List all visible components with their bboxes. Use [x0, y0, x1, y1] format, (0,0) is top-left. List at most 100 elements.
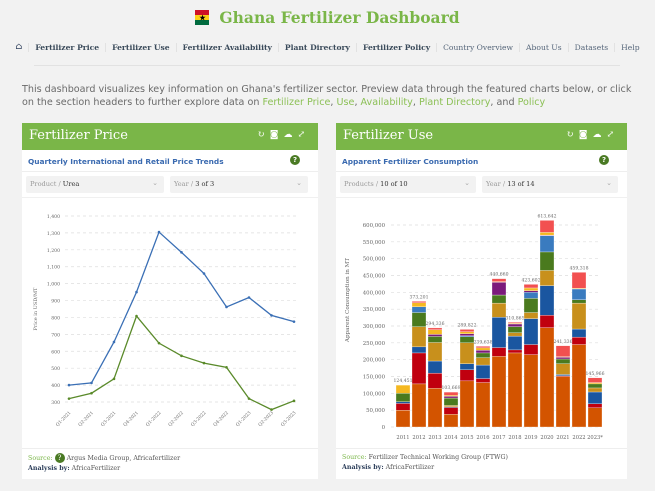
- label: Products /: [344, 180, 381, 188]
- bar-segment: [523, 354, 539, 428]
- nav-help[interactable]: Help: [614, 42, 645, 52]
- link-use[interactable]: Use: [336, 96, 355, 108]
- title-text: Ghana Fertilizer Dashboard: [219, 8, 460, 27]
- products-select[interactable]: Products / 10 of 10 ⌄: [340, 176, 476, 193]
- data-point: [90, 391, 93, 395]
- nav-plant-directory[interactable]: Plant Directory: [277, 42, 356, 52]
- bar-segment: [491, 347, 507, 357]
- nav-datasets[interactable]: Datasets: [567, 42, 615, 52]
- data-point: [157, 230, 161, 234]
- bar-segment: [539, 315, 555, 328]
- nav-fertilizer-availability[interactable]: Fertilizer Availability: [175, 42, 278, 52]
- bar-segment: [443, 407, 459, 415]
- bar-segment: [443, 391, 459, 396]
- y-tick-label: 1,100: [47, 265, 60, 271]
- help-icon[interactable]: ?: [599, 155, 609, 165]
- bar-segment: [523, 298, 539, 313]
- bar-segment: [411, 346, 427, 354]
- panel-title[interactable]: Fertilizer Price: [29, 128, 128, 143]
- year-select[interactable]: Year / 13 of 14 ⌄: [482, 176, 618, 193]
- data-point: [180, 354, 183, 358]
- bar-segment: [571, 336, 587, 345]
- bar-segment: [587, 377, 603, 383]
- bar-total-label: 124,451: [394, 378, 413, 384]
- bar-segment: [587, 403, 603, 408]
- year-select[interactable]: Year / 3 of 3 ⌄: [170, 176, 308, 193]
- x-tick-label: 2017: [492, 435, 505, 441]
- analysis-label: Analysis by:: [342, 464, 384, 471]
- bar-segment: [395, 401, 411, 404]
- label: Year /: [486, 180, 508, 188]
- y-tick-label: 300: [51, 400, 60, 406]
- bar-segment: [427, 336, 443, 343]
- bar-segment: [475, 357, 491, 366]
- bar-segment: [555, 358, 571, 364]
- y-tick-label: 450,000: [363, 274, 386, 280]
- bar-segment: [475, 378, 491, 383]
- nav-fertilizer-use[interactable]: Fertilizer Use: [105, 42, 176, 52]
- y-tick-label: 400: [51, 383, 60, 389]
- value: 3 of 3: [195, 180, 215, 188]
- panel-title[interactable]: Fertilizer Use: [343, 128, 434, 143]
- refresh-icon[interactable]: ↻: [257, 130, 270, 140]
- link-plant-directory[interactable]: Plant Directory: [418, 96, 491, 108]
- data-point: [90, 381, 93, 385]
- help-icon[interactable]: ?: [54, 453, 65, 463]
- nav-about-us[interactable]: About Us: [519, 42, 568, 52]
- product-select[interactable]: Product / Urea ⌄: [26, 176, 164, 193]
- y-tick-label: 800: [51, 315, 60, 321]
- chart-subtitle: Quarterly International and Retail Price…: [22, 150, 318, 172]
- bar-total-label: 145,966: [586, 371, 605, 377]
- bar-segment: [459, 333, 475, 336]
- bar-segment: [411, 312, 427, 327]
- refresh-icon[interactable]: ↻: [566, 130, 579, 140]
- bar-segment: [491, 302, 507, 318]
- help-icon[interactable]: ?: [290, 155, 300, 165]
- expand-icon[interactable]: ⤢: [297, 130, 310, 140]
- x-tick-label: 2013: [428, 435, 441, 441]
- bar-segment: [491, 282, 507, 296]
- home-icon[interactable]: ⌂: [15, 42, 23, 52]
- link-fertilizer-price[interactable]: Fertilizer Price: [262, 96, 331, 108]
- x-tick-label: 2020: [540, 435, 553, 441]
- bar-segment: [539, 285, 555, 316]
- bar-segment: [491, 356, 507, 428]
- download-cloud-icon[interactable]: ☁: [283, 130, 298, 140]
- bar-segment: [571, 328, 587, 338]
- bar-total-label: 423,602: [522, 277, 541, 283]
- x-tick-label: 2018: [508, 435, 521, 441]
- nav-fertilizer-price[interactable]: Fertilizer Price: [28, 42, 105, 52]
- y-tick-label: 50,000: [366, 408, 385, 414]
- bar-segment: [491, 294, 507, 304]
- bar-segment: [459, 380, 475, 428]
- nav-fertilizer-policy[interactable]: Fertilizer Policy: [355, 42, 436, 52]
- panel-footer: Source: ? Argus Media Group, Africaferti…: [22, 448, 318, 478]
- data-point: [270, 314, 273, 317]
- bar-segment: [491, 278, 507, 282]
- download-cloud-icon[interactable]: ☁: [592, 130, 607, 140]
- y-tick-label: 300,000: [363, 324, 386, 330]
- expand-icon[interactable]: ⤢: [606, 130, 619, 140]
- link-availability[interactable]: Availability: [360, 96, 413, 108]
- link-policy[interactable]: Policy: [517, 96, 546, 108]
- page-title: ★ Ghana Fertilizer Dashboard: [0, 8, 655, 27]
- chevron-down-icon: ⌄: [152, 179, 158, 187]
- bar-segment: [427, 329, 443, 335]
- nav-country-overview[interactable]: Country Overview: [436, 42, 519, 52]
- bar-segment: [475, 364, 491, 379]
- divider: [34, 65, 620, 66]
- data-point: [247, 296, 251, 299]
- x-tick-label: 2022: [572, 435, 585, 441]
- fertilizer-price-panel: Fertilizer Price ↻◙☁⤢ Quarterly Internat…: [22, 123, 318, 479]
- bar-segment: [427, 388, 443, 428]
- bar-segment: [395, 403, 411, 411]
- camera-icon[interactable]: ◙: [269, 130, 284, 140]
- bar-segment: [507, 335, 523, 351]
- analysis: AfricaFertilizer: [71, 465, 121, 472]
- data-point: [202, 272, 206, 275]
- bar-segment: [459, 331, 475, 334]
- intro-text: This dashboard visualizes key informatio…: [22, 84, 642, 109]
- camera-icon[interactable]: ◙: [578, 130, 593, 140]
- bar-total-label: 241,336: [554, 339, 573, 345]
- y-axis-label: Price in USD/MT: [33, 287, 39, 331]
